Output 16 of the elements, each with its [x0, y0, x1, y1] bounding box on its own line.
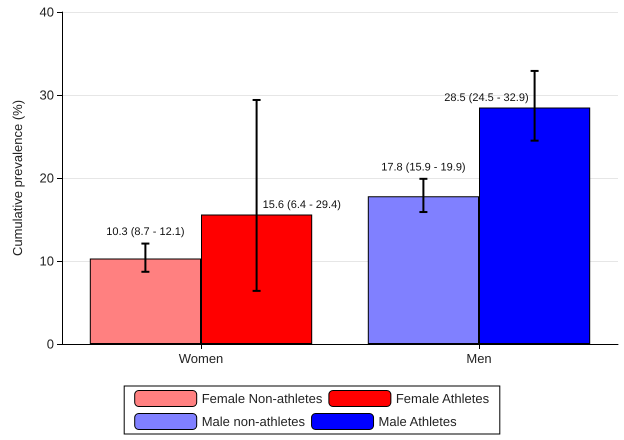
y-tick-label: 10 [40, 254, 54, 268]
x-tick-label: Men [466, 351, 492, 366]
data-label: 15.6 (6.4 - 29.4) [262, 199, 341, 212]
y-tick-label: 30 [40, 88, 54, 102]
data-label: 10.3 (8.7 - 12.1) [106, 226, 185, 238]
y-tick-label: 40 [40, 4, 54, 20]
y-tick-label: 20 [40, 170, 54, 186]
x-tick-label: Women [178, 351, 224, 366]
legend-label: Male Athletes [378, 414, 458, 429]
legend-label: Male non-athletes [202, 414, 306, 429]
data-label: 28.5 (24.5 - 32.9) [444, 92, 529, 104]
data-label: 17.8 (15.9 - 19.9) [381, 161, 466, 174]
legend-label: Female Non-athletes [202, 391, 323, 406]
y-tick-label: 0 [46, 336, 54, 352]
y-axis-title: Cumulative prevalence (%) [10, 100, 25, 256]
legend-label: Female Athletes [396, 391, 490, 406]
